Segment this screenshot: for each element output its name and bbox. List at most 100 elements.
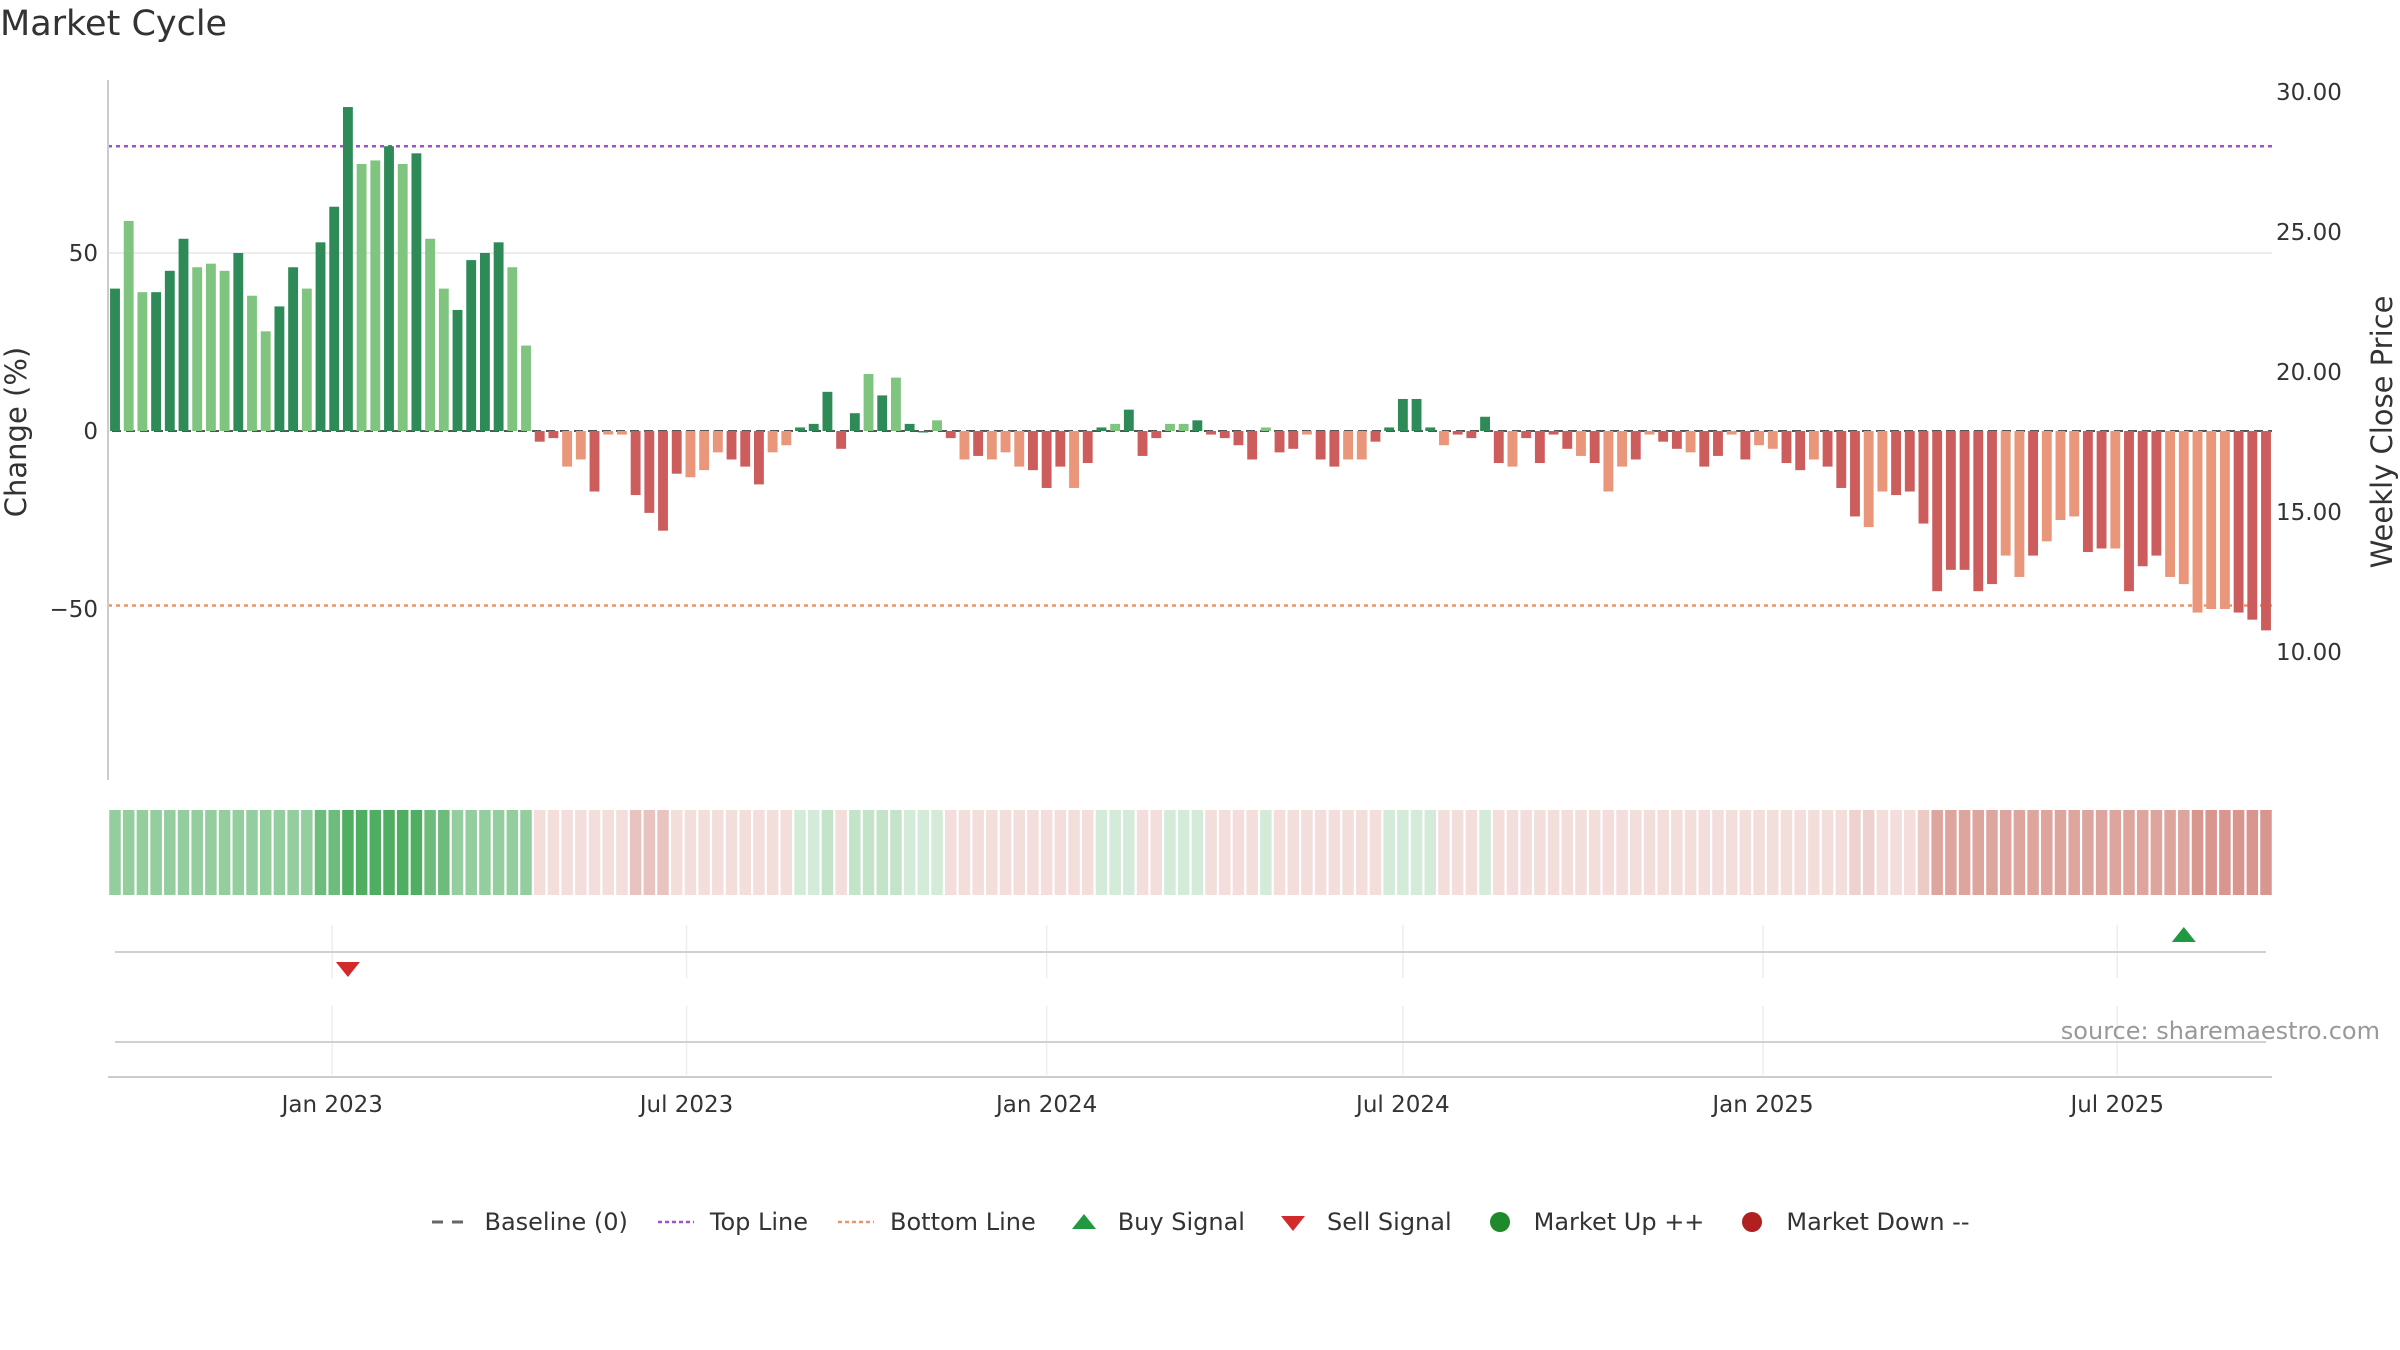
change-bar (1247, 431, 1258, 460)
regime-cell (807, 810, 820, 895)
regime-cell (2260, 810, 2272, 895)
regime-cell (1232, 810, 1245, 895)
regime-cell (259, 810, 272, 895)
change-bar (2096, 431, 2107, 549)
change-bar (808, 423, 819, 431)
change-bar (1644, 431, 1655, 435)
regime-cell (643, 810, 656, 895)
change-bar (274, 306, 285, 431)
change-bar (863, 374, 874, 431)
change-bar (288, 267, 299, 431)
regime-cell (1712, 810, 1724, 895)
regime-cell (383, 810, 395, 895)
regime-cell (670, 810, 683, 895)
change-bar (342, 107, 353, 431)
regime-cell (1890, 810, 1902, 895)
regime-cell (1684, 810, 1697, 895)
x-tick-label: Jan 2024 (994, 1092, 1097, 1118)
change-bar (2178, 431, 2189, 585)
regime-cell (150, 810, 162, 895)
regime-cell (1095, 810, 1108, 895)
regime-cell (1931, 810, 1943, 895)
change-bar (1397, 398, 1408, 431)
change-bar (247, 295, 257, 431)
regime-cell (1506, 810, 1519, 895)
change-bar (1822, 431, 1833, 467)
regime-cell (2013, 810, 2026, 895)
change-bar (534, 431, 545, 442)
change-bar (151, 292, 162, 431)
change-bar (781, 431, 792, 446)
regime-cell (1383, 810, 1395, 895)
regime-cell (1547, 810, 1560, 895)
change-bar (2165, 431, 2176, 577)
regime-cell (1273, 810, 1286, 895)
dotted-orange-icon (838, 1220, 875, 1224)
change-bar (1548, 431, 1559, 435)
change-bar (219, 270, 230, 431)
change-bar (1219, 431, 1230, 439)
change-bar (1767, 431, 1778, 449)
change-bar (1123, 409, 1134, 431)
change-bar (1178, 423, 1189, 431)
change-bar (877, 395, 888, 431)
regime-cell (109, 810, 121, 895)
regime-cell (451, 810, 464, 895)
regime-cell (1438, 810, 1450, 895)
regime-cell (396, 810, 409, 895)
regime-cell (1246, 810, 1258, 895)
change-bar (1041, 431, 1052, 488)
regime-cell (301, 810, 313, 895)
change-bar (891, 377, 901, 431)
regime-cell (1205, 810, 1217, 895)
change-bar (986, 431, 997, 460)
change-bar (1959, 431, 1970, 570)
change-bar (1069, 431, 1079, 488)
regime-cell (2082, 810, 2094, 895)
regime-strip (109, 810, 2272, 895)
regime-cell (1945, 810, 1957, 895)
regime-cell (1862, 810, 1875, 895)
change-bar (192, 267, 203, 431)
dash-gray-icon (432, 1220, 469, 1224)
change-bar (1507, 431, 1518, 467)
change-bar (1617, 431, 1627, 467)
sell-signal-marker (335, 962, 360, 977)
x-tick-label: Jan 2023 (280, 1092, 383, 1118)
change-bar (1850, 431, 1860, 517)
regime-cell (753, 810, 765, 895)
legend-label: Top Line (709, 1208, 809, 1236)
regime-cell (1397, 810, 1409, 895)
chart-title: Market Cycle (0, 4, 228, 44)
regime-cell (273, 810, 286, 895)
regime-cell (1191, 810, 1204, 895)
regime-cell (1219, 810, 1231, 895)
regime-cell (520, 810, 532, 895)
regime-cell (944, 810, 957, 895)
regime-cell (2246, 810, 2259, 895)
change-bar (110, 288, 120, 431)
change-bar (233, 253, 244, 431)
regime-cell (479, 810, 491, 895)
change-bar (1096, 427, 1107, 431)
change-bar (1603, 431, 1614, 492)
change-bar (260, 331, 271, 431)
y-tick-label: 50 (69, 241, 98, 267)
regime-cell (1575, 810, 1587, 895)
change-bar (425, 238, 436, 431)
change-bar (1411, 398, 1422, 431)
y-tick-label: 0 (83, 419, 98, 445)
change-bar (2233, 431, 2244, 613)
regime-cell (1369, 810, 1382, 895)
change-bar (644, 431, 655, 513)
change-bar (2041, 431, 2052, 542)
regime-cell (465, 810, 477, 895)
change-bar (521, 345, 531, 431)
change-bar (370, 160, 381, 431)
change-bar (726, 431, 737, 460)
change-bar (548, 431, 559, 439)
change-bar (1795, 431, 1806, 471)
regime-cell (1958, 810, 1971, 895)
regime-cell (972, 810, 984, 895)
regime-cell (629, 810, 642, 895)
